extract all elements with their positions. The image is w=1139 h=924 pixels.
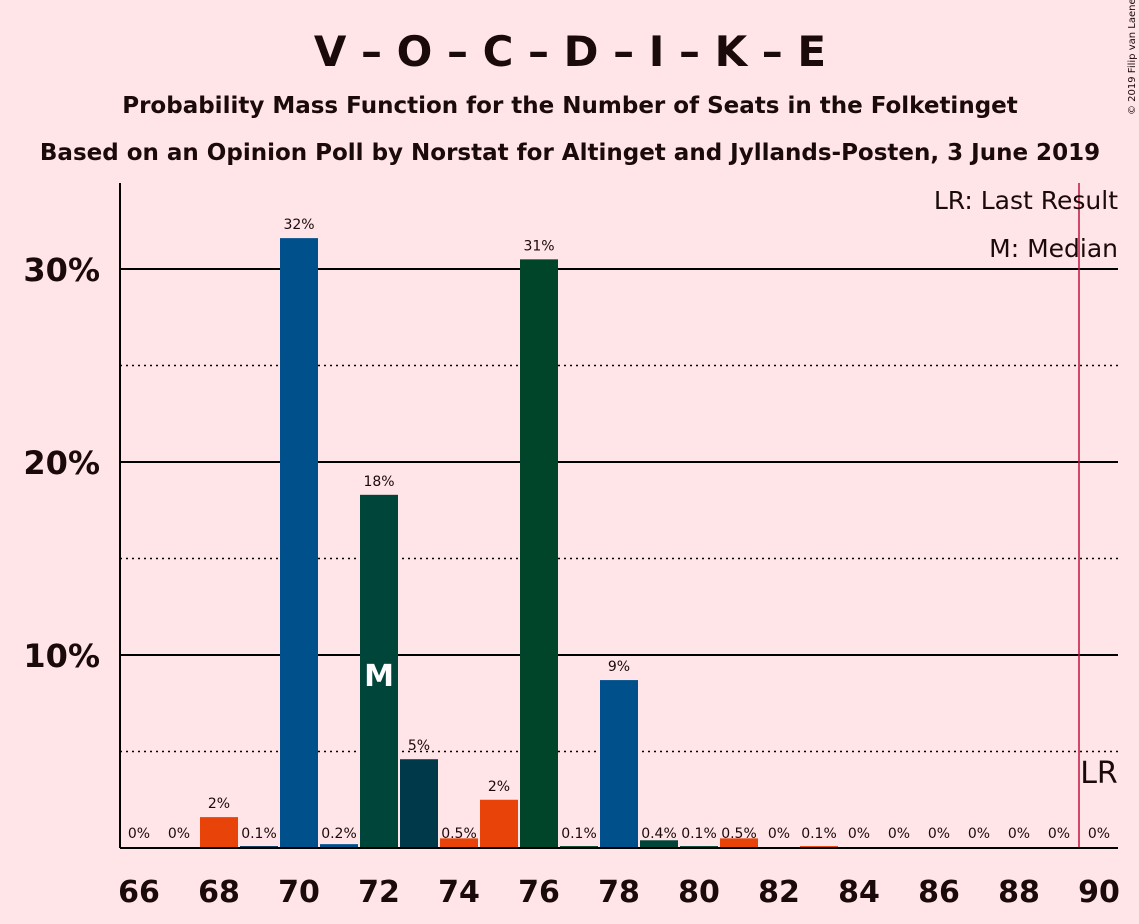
- bar-seat-68: [200, 817, 238, 848]
- x-tick-label: 80: [678, 875, 720, 910]
- x-tick-label: 84: [838, 875, 880, 910]
- bar-seat-75: [480, 799, 518, 848]
- gridlines: [120, 268, 1118, 753]
- y-tick-label: 20%: [23, 444, 100, 482]
- data-label-seat-83: 0.1%: [801, 826, 837, 842]
- data-label-seat-89: 0%: [1048, 826, 1070, 842]
- data-label-seat-71: 0.2%: [321, 826, 357, 842]
- x-tick-label: 74: [438, 875, 480, 910]
- data-label-seat-84: 0%: [848, 826, 870, 842]
- bar-seat-76: [520, 259, 558, 849]
- data-label-seat-76: 31%: [523, 238, 554, 254]
- data-label-seat-82: 0%: [768, 826, 790, 842]
- x-tick-label: 76: [518, 875, 560, 910]
- data-label-seat-87: 0%: [968, 826, 990, 842]
- data-labels-group: 0% 0% 2% 0.1% 32% 0.2% 18% 5% 0.5% 2% 31% 0.1% 9% 0.4…: [128, 217, 1110, 842]
- chart-subtitle-2: Based on an Opinion Poll by Norstat for …: [40, 140, 1100, 166]
- copyright-text: © 2019 Filip van Laenen: [1127, 0, 1138, 115]
- x-tick-label: 68: [198, 875, 240, 910]
- data-label-seat-73: 5%: [408, 738, 430, 754]
- data-label-seat-70: 32%: [283, 217, 314, 233]
- y-tick-label: 30%: [23, 251, 100, 289]
- bar-seat-71: [320, 844, 358, 848]
- bar-seat-70: [280, 238, 318, 848]
- x-tick-label: 88: [998, 875, 1040, 910]
- x-tick-label: 78: [598, 875, 640, 910]
- data-label-seat-67: 0%: [168, 826, 190, 842]
- data-label-seat-77: 0.1%: [561, 826, 597, 842]
- axes-group: 10% 20% 30% LR 66 68 70 72 74 76 78 80 82 84 86 88 90: [23, 183, 1120, 910]
- y-tick-label: 10%: [23, 637, 100, 675]
- bar-seat-78: [600, 680, 638, 848]
- x-tick-label: 82: [758, 875, 800, 910]
- legend-last-result: LR: Last Result: [934, 186, 1118, 215]
- data-label-seat-90: 0%: [1088, 826, 1110, 842]
- data-label-seat-81: 0.5%: [721, 826, 757, 842]
- x-tick-label: 72: [358, 875, 400, 910]
- bar-seat-81: [720, 838, 758, 848]
- data-label-seat-85: 0%: [888, 826, 910, 842]
- data-label-seat-88: 0%: [1008, 826, 1030, 842]
- chart-subtitle: Probability Mass Function for the Number…: [122, 93, 1018, 119]
- x-tick-label: 66: [118, 875, 160, 910]
- last-result-label: LR: [1080, 756, 1118, 791]
- bar-seat-73: [400, 759, 438, 848]
- bar-seat-79: [640, 840, 678, 848]
- data-label-seat-79: 0.4%: [641, 826, 677, 842]
- x-tick-label: 70: [278, 875, 320, 910]
- data-label-seat-78: 9%: [608, 659, 630, 675]
- data-label-seat-74: 0.5%: [441, 826, 477, 842]
- data-label-seat-86: 0%: [928, 826, 950, 842]
- bar-seat-72: [360, 494, 398, 848]
- data-label-seat-68: 2%: [208, 796, 230, 812]
- bars-group: [200, 238, 838, 849]
- data-label-seat-66: 0%: [128, 826, 150, 842]
- legend-median: M: Median: [989, 234, 1118, 263]
- data-label-seat-75: 2%: [488, 779, 510, 795]
- median-marker: M: [364, 659, 394, 694]
- chart-title: V – O – C – D – I – K – E: [314, 27, 826, 76]
- data-label-seat-80: 0.1%: [681, 826, 717, 842]
- data-label-seat-72: 18%: [363, 474, 394, 490]
- bar-seat-74: [440, 838, 478, 848]
- x-tick-label: 90: [1078, 875, 1120, 910]
- x-tick-label: 86: [918, 875, 960, 910]
- data-label-seat-69: 0.1%: [241, 826, 277, 842]
